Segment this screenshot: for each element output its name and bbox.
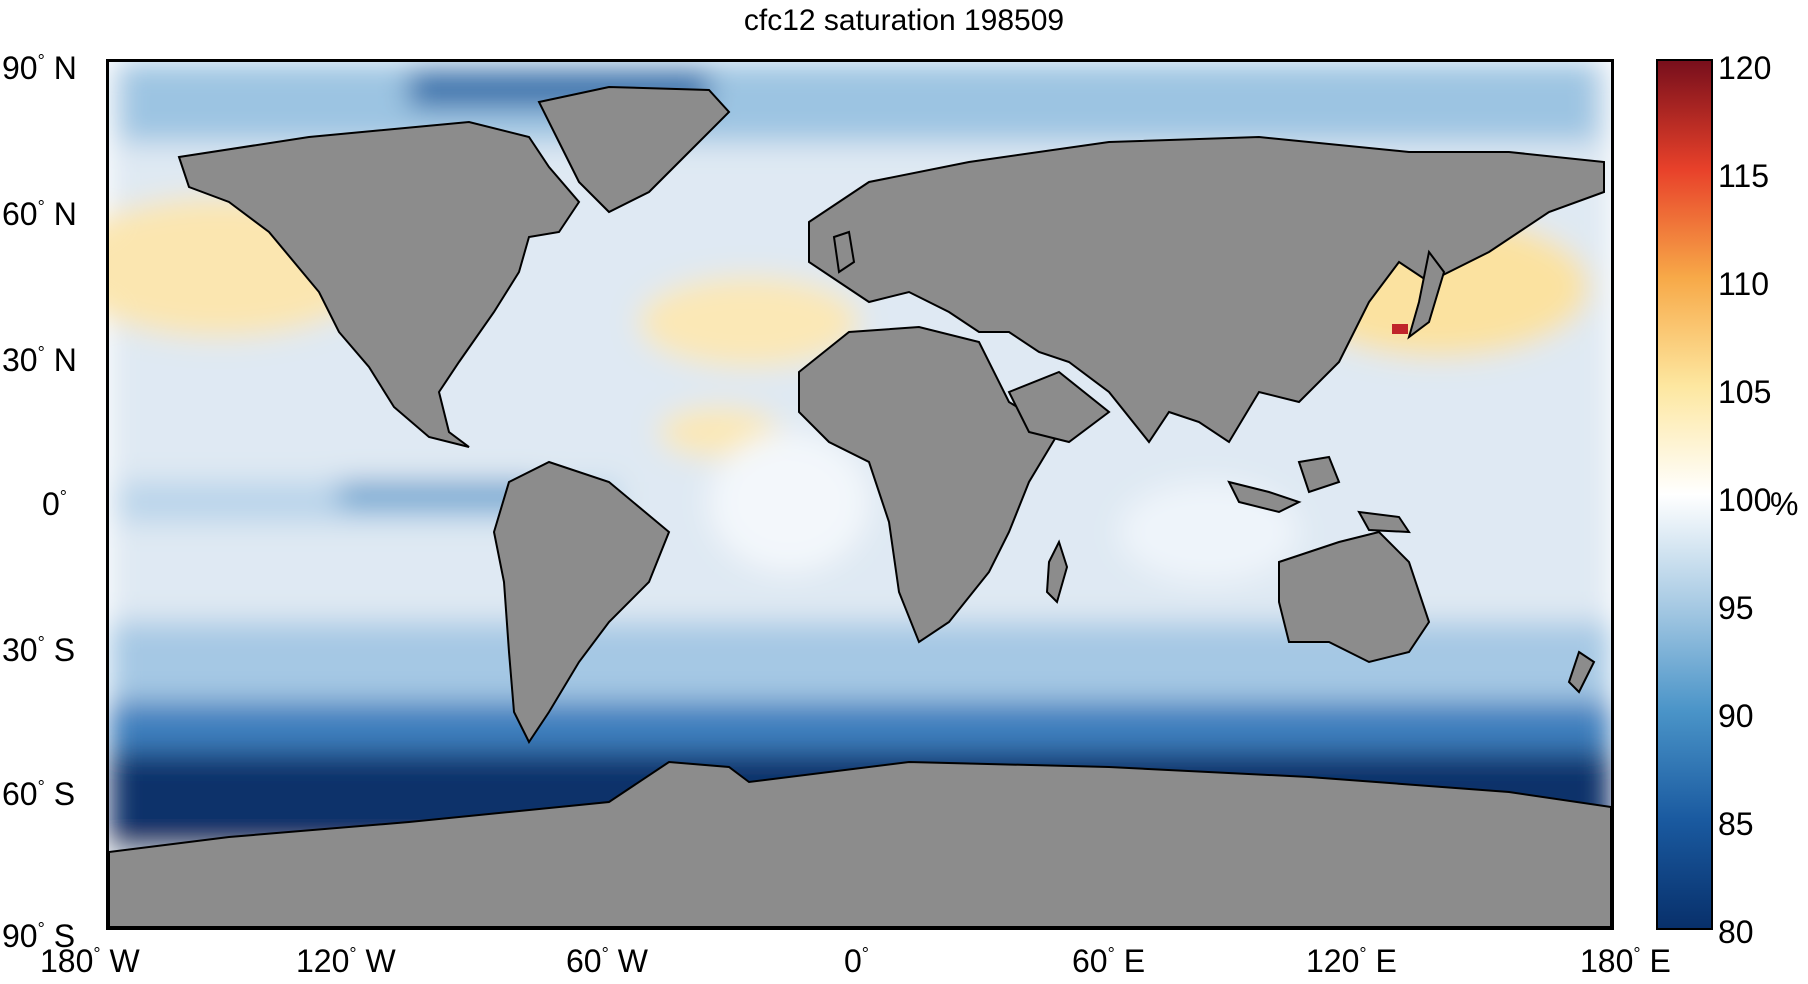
madagascar [1045, 539, 1069, 604]
map-title: cfc12 saturation 198509 [743, 4, 1065, 37]
colorbar-tick-90: 90 [1718, 698, 1754, 734]
lon-label-180e: 180° E [1580, 943, 1671, 979]
arabia [1007, 370, 1111, 444]
colorbar-unit: % [1770, 486, 1799, 522]
map-plot-area [106, 59, 1614, 930]
colorbar [1656, 59, 1713, 930]
colorbar-tick-110: 110 [1718, 266, 1770, 302]
antarctica [109, 760, 1611, 927]
greenland [537, 85, 731, 214]
colorbar-tick-85: 85 [1718, 806, 1754, 842]
lon-label-180w: 180° W [40, 943, 140, 979]
australia [1278, 530, 1431, 664]
colorbar-tick-120: 120 [1718, 50, 1772, 86]
south-america [492, 460, 671, 744]
lon-label-60e: 60° E [1072, 943, 1146, 979]
new-zealand [1567, 650, 1596, 694]
africa [798, 325, 1061, 644]
lat-label-60n: 60° N [2, 196, 77, 232]
colorbar-tick-95: 95 [1718, 590, 1754, 626]
lat-label-90n: 90° N [2, 50, 77, 86]
lat-label-60s: 60° S [2, 776, 76, 812]
north-america [177, 120, 581, 448]
colorbar-tick-100: 100 [1718, 482, 1772, 518]
map-canvas [109, 62, 1611, 927]
japan [1407, 249, 1446, 340]
british-isles [832, 230, 856, 274]
land-masses [109, 85, 1611, 927]
colorbar-tick-115: 115 [1718, 158, 1770, 194]
lat-label-0: 0° [42, 486, 67, 522]
indonesia [1227, 480, 1302, 514]
eurasia [808, 135, 1605, 444]
colorbar-tick-105: 105 [1718, 374, 1772, 410]
lon-label-120e: 120° E [1306, 943, 1397, 979]
hotspot-yellow-sea [1392, 324, 1408, 334]
lat-label-90s: 90° S [2, 918, 76, 954]
lon-label-120w: 120° W [296, 943, 396, 979]
lon-label-0: 0° [844, 943, 869, 979]
lon-label-60w: 60° W [566, 943, 648, 979]
lat-label-30n: 30° N [2, 342, 77, 378]
colorbar-tick-80: 80 [1718, 914, 1754, 950]
lat-label-30s: 30° S [2, 632, 76, 668]
